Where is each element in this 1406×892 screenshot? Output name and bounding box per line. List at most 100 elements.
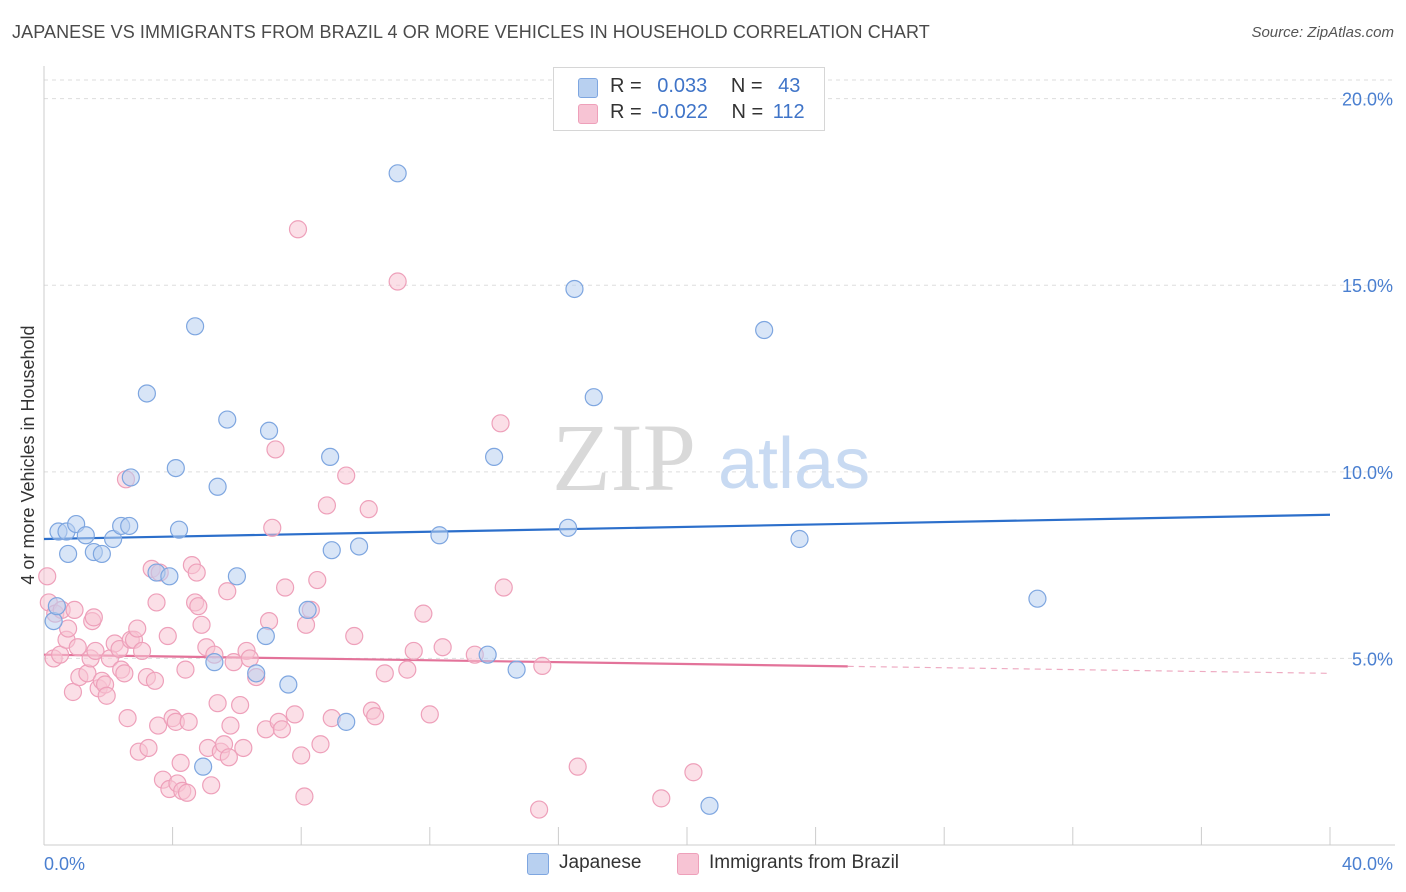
japanese-swatch — [527, 853, 549, 875]
japanese-trend-line — [43, 513, 1331, 541]
japanese-point — [337, 712, 356, 731]
brazil-point — [118, 709, 137, 728]
legend-r-label: R = — [610, 101, 642, 123]
brazil-point — [145, 671, 165, 690]
japanese-point — [227, 567, 246, 586]
brazil-point — [38, 567, 57, 586]
tick-labels: 5.0% 10.0% 15.0% 20.0% 0.0% 40.0% — [44, 90, 1393, 874]
brazil-point — [177, 783, 197, 802]
brazil-point — [218, 582, 237, 601]
japanese-point — [76, 526, 95, 545]
brazil-point — [494, 578, 513, 597]
japanese-point — [186, 317, 205, 336]
japanese-point — [59, 544, 78, 564]
stats-legend: R = 0.033 N = 43 R = -0.022 N = 112 — [553, 67, 825, 131]
grid-lines — [44, 79, 1395, 659]
brazil-point — [337, 466, 356, 485]
brazil-point — [86, 641, 105, 661]
legend-n-value: 112 — [772, 101, 805, 123]
japanese-point — [298, 600, 317, 620]
brazil-swatch — [677, 853, 699, 875]
japanese-point — [47, 597, 66, 616]
x-tick-label-min: 0.0% — [44, 854, 85, 874]
brazil-point — [221, 716, 240, 735]
japanese-point — [790, 529, 809, 549]
japanese-point — [205, 653, 224, 672]
brazil-point — [147, 593, 166, 612]
japanese-point — [478, 645, 497, 664]
japanese-point — [120, 516, 139, 536]
y-tick-label: 5.0% — [1352, 649, 1393, 669]
brazil-point — [388, 272, 407, 291]
japanese-point — [322, 541, 341, 560]
data-points — [38, 164, 1047, 819]
brazil-point — [272, 720, 292, 739]
brazil-point — [359, 500, 378, 519]
watermark: ZIP atlas — [552, 404, 870, 511]
brazil-point — [684, 763, 703, 782]
brazil-point — [295, 787, 314, 806]
brazil-point — [171, 753, 190, 773]
brazil-swatch — [578, 104, 598, 124]
y-axis-title: 4 or more Vehicles in Household — [18, 325, 38, 584]
legend-n-value: 43 — [778, 75, 801, 97]
x-tick-label-max: 40.0% — [1342, 854, 1393, 874]
legend-n-label: N = — [730, 75, 763, 97]
japanese-point — [256, 626, 275, 646]
japanese-point — [218, 410, 237, 429]
legend-label-brazil: Immigrants from Brazil — [709, 852, 900, 873]
brazil-point — [149, 716, 168, 735]
legend-label-japanese: Japanese — [559, 852, 642, 873]
brazil-point — [285, 705, 304, 724]
brazil-point — [366, 707, 385, 726]
brazil-trend-line — [43, 653, 848, 668]
brazil-point — [375, 664, 394, 683]
brazil-point — [139, 738, 158, 758]
brazil-point — [398, 660, 417, 679]
brazil-point — [202, 776, 221, 795]
legend-n-label: N = — [731, 101, 764, 123]
legend-r-label: R = — [610, 75, 642, 97]
brazil-point — [128, 619, 147, 638]
brazil-point — [308, 570, 327, 590]
japanese-point — [208, 477, 227, 496]
japanese-point — [44, 611, 63, 631]
japanese-point — [166, 458, 185, 478]
brazil-point — [234, 738, 253, 758]
brazil-point — [189, 597, 208, 616]
japanese-swatch — [578, 78, 598, 98]
brazil-point — [208, 694, 227, 713]
brazil-point — [266, 440, 285, 459]
japanese-point — [755, 320, 774, 340]
y-tick-label: 15.0% — [1342, 276, 1393, 296]
brazil-point — [158, 626, 177, 646]
brazil-point — [231, 695, 250, 715]
japanese-point — [584, 388, 603, 407]
brazil-point — [420, 705, 439, 724]
japanese-point — [259, 421, 279, 440]
watermark-atlas: atlas — [718, 424, 870, 504]
japanese-point — [430, 526, 449, 545]
japanese-point — [1028, 589, 1047, 608]
japanese-point — [485, 447, 504, 467]
brazil-point — [84, 608, 103, 627]
japanese-point — [388, 164, 407, 183]
brazil-point — [317, 496, 337, 515]
brazil-point — [219, 748, 238, 767]
brazil-point — [97, 686, 116, 705]
trend-lines — [43, 513, 1331, 674]
japanese-point — [321, 447, 340, 467]
brazil-point — [68, 638, 87, 657]
brazil-point — [404, 641, 423, 661]
brazil-point — [59, 619, 78, 638]
brazil-point — [263, 518, 282, 537]
source-label: Source: ZipAtlas.com — [1251, 24, 1394, 41]
brazil-point — [259, 611, 279, 631]
brazil-point — [65, 600, 84, 620]
japanese-point — [92, 544, 111, 564]
japanese-point — [137, 384, 156, 403]
japanese-point — [247, 664, 266, 683]
brazil-point — [491, 414, 510, 433]
brazil-point — [568, 757, 587, 776]
